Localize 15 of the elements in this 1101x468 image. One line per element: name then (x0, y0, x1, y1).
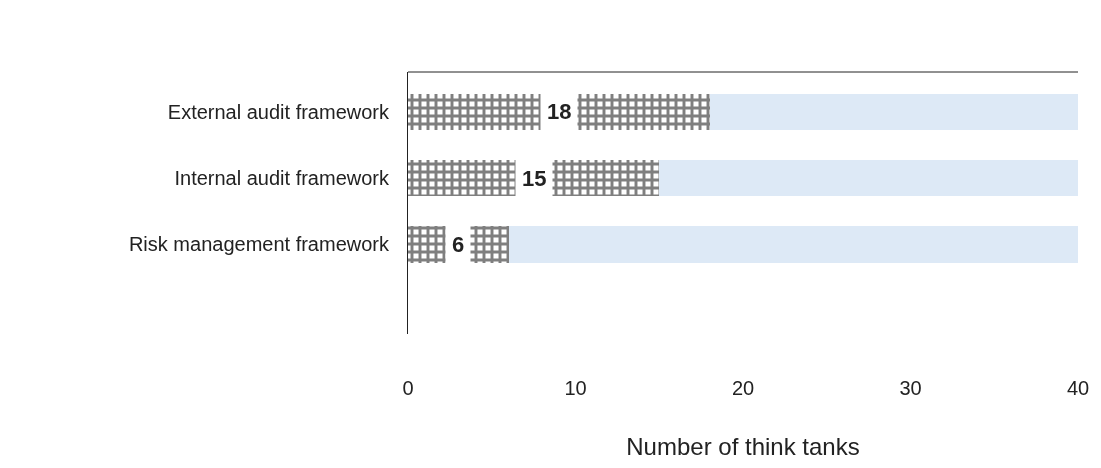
x-tick-label: 10 (564, 377, 587, 399)
x-tick-label: 20 (731, 377, 755, 399)
data-label: 6 (452, 232, 465, 257)
y-tick-label: Risk management framework (128, 233, 390, 256)
y-tick-label: External audit framework (167, 100, 390, 123)
bar (508, 226, 1078, 263)
data-label: 15 (522, 166, 547, 191)
x-tick-label: 0 (402, 377, 414, 399)
data-label: 18 (547, 99, 572, 124)
y-tick-label: Internal audit framework (174, 167, 390, 190)
bar (709, 93, 1078, 131)
bar (659, 159, 1078, 197)
x-tick-label: 40 (1066, 377, 1090, 399)
x-tick-label: 30 (899, 377, 922, 399)
x-axis-title: Number of think tanks (626, 433, 860, 461)
